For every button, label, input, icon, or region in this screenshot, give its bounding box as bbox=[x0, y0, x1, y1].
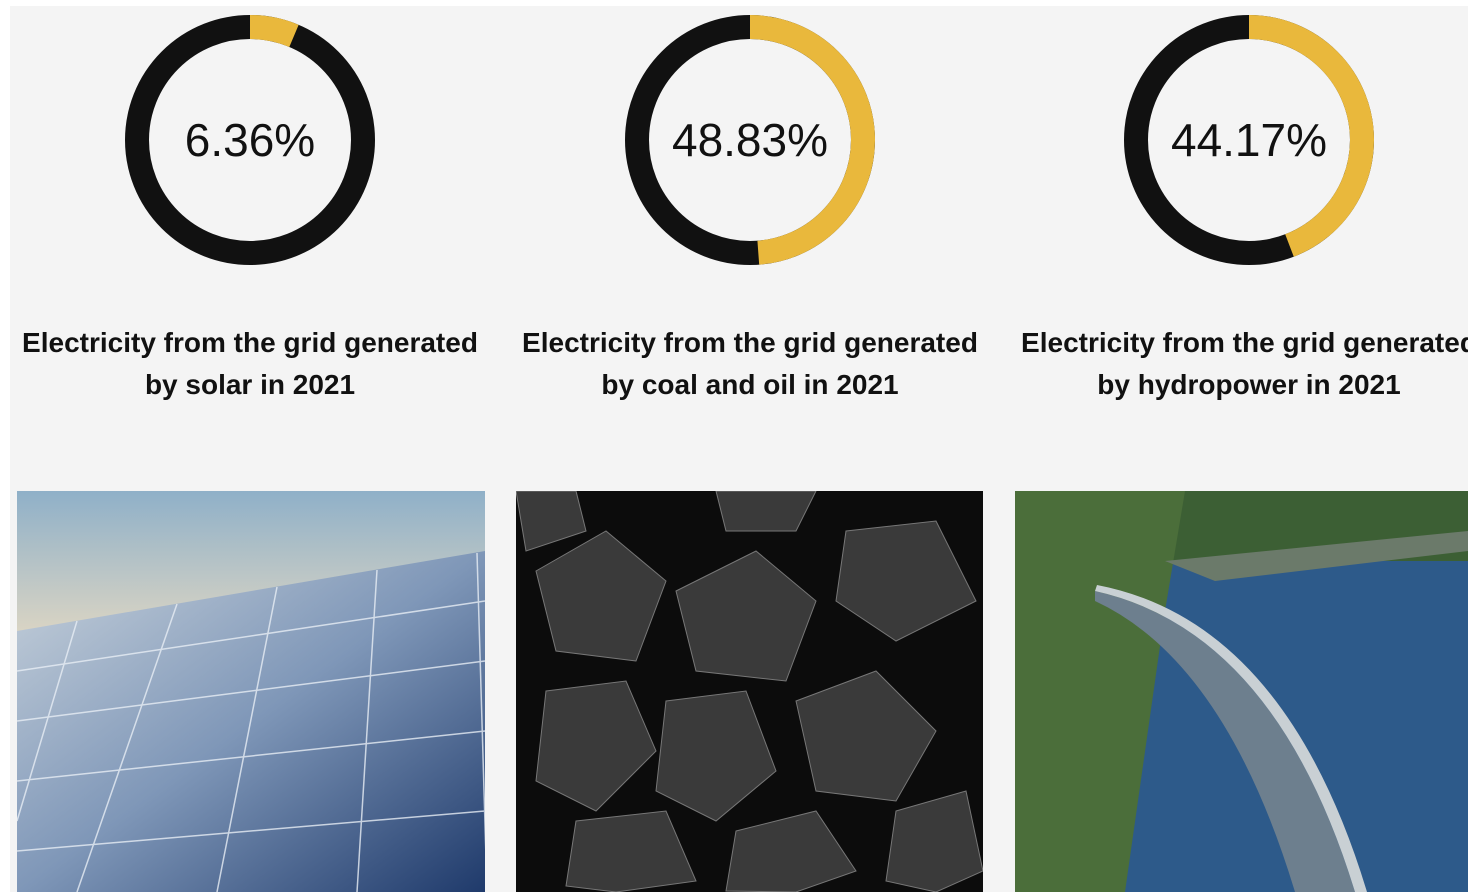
donut-value-label: 44.17% bbox=[1171, 114, 1327, 166]
stat-column: 6.36% Electricity from the grid generated… bbox=[0, 6, 500, 892]
page: 6.36% Electricity from the grid generated… bbox=[10, 6, 1468, 892]
donut-chart: 44.17% bbox=[999, 6, 1468, 286]
donut-caption: Electricity from the grid generated by c… bbox=[520, 322, 980, 406]
donut-value-label: 6.36% bbox=[185, 114, 315, 166]
donut-value-label: 48.83% bbox=[672, 114, 828, 166]
donut-chart: 6.36% bbox=[0, 6, 500, 286]
hydropower-photo bbox=[1015, 491, 1468, 892]
stat-column: 48.83% Electricity from the grid generate… bbox=[500, 6, 1000, 892]
solar-photo bbox=[17, 491, 485, 892]
coal-photo bbox=[516, 491, 983, 892]
donut-arc bbox=[250, 27, 294, 36]
donut-chart: 48.83% bbox=[500, 6, 1000, 286]
stat-column: 44.17% Electricity from the grid generate… bbox=[999, 6, 1468, 892]
donut-caption: Electricity from the grid generated by s… bbox=[20, 322, 480, 406]
donut-caption: Electricity from the grid generated by h… bbox=[1019, 322, 1468, 406]
